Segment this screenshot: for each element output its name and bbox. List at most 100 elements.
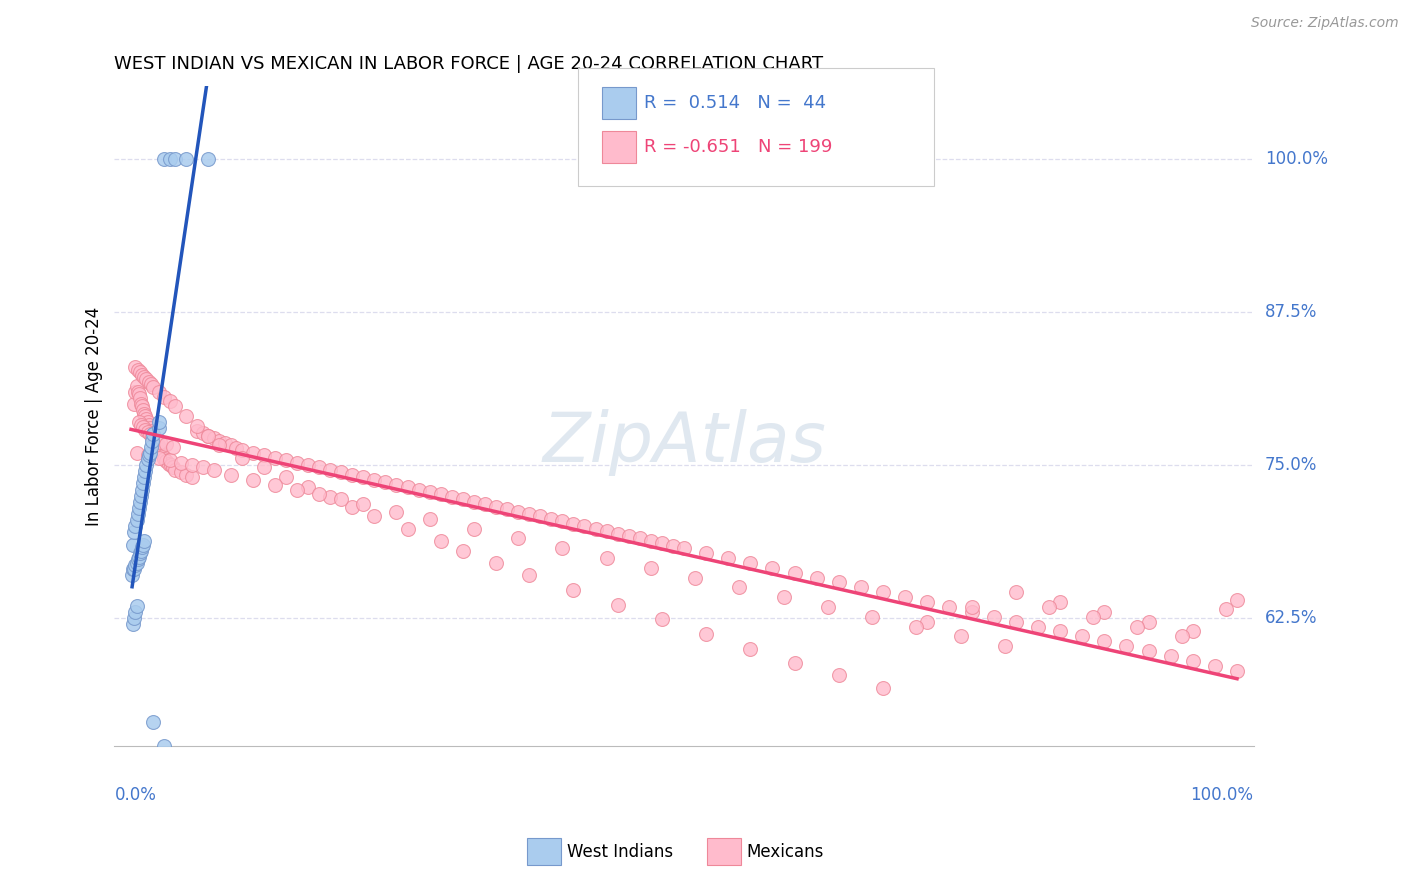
Point bbox=[1181, 624, 1204, 639]
Point bbox=[127, 507, 149, 521]
Point bbox=[186, 424, 208, 438]
Point bbox=[127, 362, 149, 376]
Text: ZipAtlas: ZipAtlas bbox=[543, 409, 825, 476]
Point bbox=[128, 549, 150, 564]
Point bbox=[138, 375, 160, 389]
Point bbox=[374, 475, 396, 490]
Point bbox=[125, 446, 148, 460]
Text: West Indians: West Indians bbox=[567, 843, 672, 861]
Point bbox=[202, 431, 225, 445]
Point bbox=[124, 611, 146, 625]
Point bbox=[285, 456, 308, 470]
Point bbox=[695, 627, 717, 641]
Point bbox=[683, 571, 706, 585]
Text: 75.0%: 75.0% bbox=[1265, 456, 1317, 474]
Point bbox=[128, 391, 150, 405]
Point bbox=[606, 598, 628, 612]
Point bbox=[1026, 619, 1049, 633]
Point bbox=[485, 500, 508, 514]
Point bbox=[148, 384, 170, 399]
Point bbox=[124, 605, 146, 619]
Point bbox=[225, 441, 247, 455]
Point bbox=[142, 428, 165, 442]
Text: 100.0%: 100.0% bbox=[1191, 786, 1254, 804]
Point bbox=[917, 595, 939, 609]
Point bbox=[595, 524, 617, 538]
Point bbox=[540, 512, 562, 526]
Point bbox=[134, 423, 156, 437]
Point bbox=[640, 533, 662, 548]
Point bbox=[152, 450, 174, 464]
Point bbox=[149, 442, 172, 457]
Point bbox=[342, 500, 364, 514]
Point bbox=[197, 428, 219, 442]
Point bbox=[165, 463, 187, 477]
Point bbox=[135, 458, 157, 472]
Point bbox=[128, 546, 150, 560]
Point bbox=[319, 490, 342, 504]
Point bbox=[308, 460, 330, 475]
Point bbox=[1092, 634, 1115, 648]
Point bbox=[872, 585, 894, 599]
Point bbox=[783, 657, 806, 671]
Point bbox=[124, 525, 146, 540]
Point bbox=[132, 403, 155, 417]
Point bbox=[1049, 595, 1071, 609]
Point bbox=[125, 378, 148, 392]
Point bbox=[551, 541, 574, 556]
Point bbox=[155, 454, 177, 468]
Text: 87.5%: 87.5% bbox=[1265, 303, 1317, 321]
Point bbox=[1226, 592, 1249, 607]
Point bbox=[131, 400, 153, 414]
Point bbox=[429, 533, 451, 548]
Point bbox=[772, 590, 794, 604]
Point bbox=[134, 409, 156, 424]
Point bbox=[1170, 629, 1192, 643]
Point bbox=[153, 390, 176, 404]
Point bbox=[761, 561, 783, 575]
Point bbox=[451, 543, 474, 558]
Point bbox=[419, 512, 441, 526]
Point bbox=[1137, 615, 1160, 629]
Point bbox=[122, 562, 145, 576]
Point bbox=[1071, 629, 1094, 643]
Point bbox=[1181, 654, 1204, 668]
Point bbox=[506, 504, 529, 518]
Point bbox=[128, 365, 150, 379]
Point bbox=[134, 464, 156, 478]
Point bbox=[1137, 644, 1160, 658]
Point bbox=[124, 562, 146, 576]
Point bbox=[342, 467, 364, 482]
Point bbox=[170, 456, 193, 470]
Point bbox=[134, 370, 156, 384]
Point bbox=[1160, 648, 1182, 663]
Text: R = -0.651   N = 199: R = -0.651 N = 199 bbox=[644, 138, 832, 156]
Point bbox=[662, 539, 685, 553]
Point bbox=[363, 473, 385, 487]
Point bbox=[146, 438, 169, 452]
Point bbox=[330, 466, 353, 480]
Point bbox=[197, 428, 219, 442]
Point bbox=[1215, 602, 1237, 616]
Point bbox=[219, 467, 242, 482]
Point bbox=[319, 463, 342, 477]
Point bbox=[408, 483, 430, 497]
Point bbox=[128, 500, 150, 515]
Point bbox=[396, 522, 419, 536]
Point bbox=[132, 538, 155, 552]
Point bbox=[150, 447, 173, 461]
Point bbox=[149, 434, 172, 449]
Point bbox=[606, 526, 628, 541]
Point bbox=[297, 480, 319, 494]
Point bbox=[1004, 615, 1026, 629]
Point bbox=[124, 519, 146, 533]
Point bbox=[1115, 639, 1137, 653]
Point bbox=[202, 463, 225, 477]
Point bbox=[124, 384, 146, 399]
Point bbox=[122, 538, 145, 552]
Point bbox=[135, 411, 157, 425]
Point bbox=[136, 452, 159, 467]
Point bbox=[1126, 619, 1149, 633]
Point bbox=[242, 473, 264, 487]
Point bbox=[517, 568, 540, 582]
